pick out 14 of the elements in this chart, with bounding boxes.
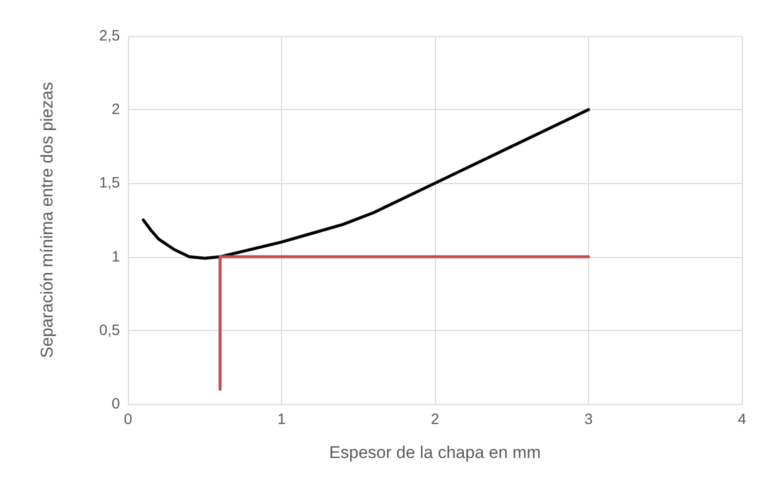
x-tick-label: 2 <box>430 411 440 428</box>
line-series <box>142 108 590 260</box>
y-tick-label: 0 <box>112 396 120 412</box>
x-axis-title: Espesor de la chapa en mm <box>329 443 541 462</box>
y-tick-label: 0,5 <box>99 322 120 339</box>
y-tick-label: 2 <box>112 101 120 118</box>
x-tick-label: 3 <box>584 411 593 428</box>
y-tick-label: 2,5 <box>99 28 120 44</box>
x-tick-label: 1 <box>277 411 286 428</box>
y-tick-label: 1 <box>112 248 120 266</box>
y-tick-label: 1,5 <box>99 174 120 192</box>
x-tick-label: 4 <box>738 411 746 428</box>
x-tick-label: 0 <box>124 411 132 428</box>
y-axis-title: Separación mínima entre dos piezas <box>38 82 56 358</box>
